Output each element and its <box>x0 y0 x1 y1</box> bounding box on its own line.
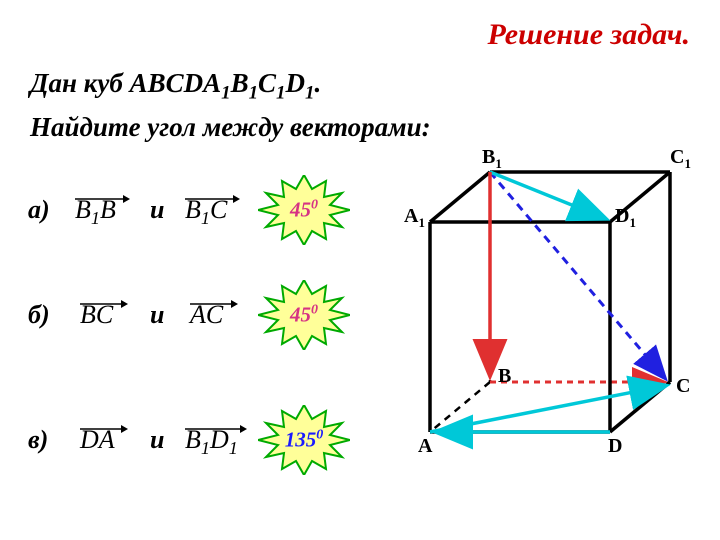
label-c: C <box>676 375 690 398</box>
label-b1: B1 <box>482 146 502 172</box>
answer-burst-b: 450 <box>258 280 350 350</box>
vector-b1b: B1B <box>75 195 130 229</box>
conj-a: и <box>150 195 164 225</box>
conj-b: и <box>150 300 164 330</box>
vector-bc: BC <box>80 300 128 330</box>
vector-b1c: B1C <box>185 195 240 229</box>
page-title: Решение задач. <box>488 18 690 52</box>
answer-b: 450 <box>290 303 318 328</box>
vector-b1d1: B1D1 <box>185 425 247 459</box>
answer-c: 1350 <box>285 428 324 453</box>
vector-ac: AC <box>190 300 238 330</box>
label-a: A <box>418 435 432 458</box>
problem-given: Дан куб ABCDA1B1C1D1. <box>30 68 321 104</box>
label-d1: D1 <box>615 205 636 231</box>
cube-diagram: B1 C1 A1 D1 B C A D <box>410 150 700 480</box>
title-text: Решение задач. <box>488 18 690 51</box>
conj-c: и <box>150 425 164 455</box>
problem-find: Найдите угол между векторами: <box>30 112 431 143</box>
label-b: B <box>498 365 511 388</box>
answer-burst-a: 450 <box>258 175 350 245</box>
label-c1: C1 <box>670 146 691 172</box>
task-b-label: б) <box>28 300 50 330</box>
label-d: D <box>608 435 622 458</box>
answer-burst-c: 1350 <box>258 405 350 475</box>
vector-da: DA <box>80 425 128 455</box>
label-a1: A1 <box>404 205 425 231</box>
task-a-label: а) <box>28 195 50 225</box>
task-c-label: в) <box>28 425 48 455</box>
answer-a: 450 <box>290 198 318 223</box>
